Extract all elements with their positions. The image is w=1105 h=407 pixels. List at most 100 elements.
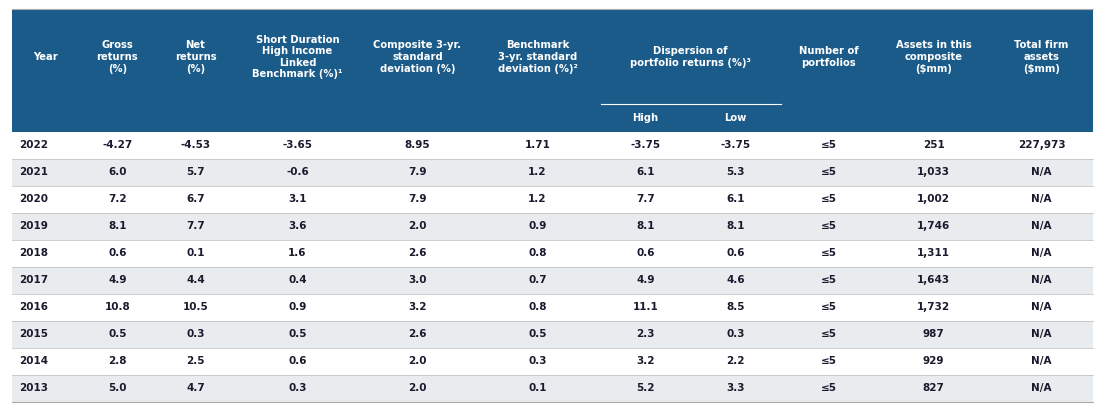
- Text: -3.65: -3.65: [283, 140, 313, 151]
- Text: -3.75: -3.75: [631, 140, 661, 151]
- Bar: [12, 374, 1093, 402]
- Text: ≤5: ≤5: [821, 329, 836, 339]
- Text: 2018: 2018: [19, 248, 48, 258]
- Text: ≤5: ≤5: [821, 221, 836, 231]
- Bar: [12, 186, 1093, 213]
- Text: 0.5: 0.5: [528, 329, 547, 339]
- Text: Total firm
assets
($mm): Total firm assets ($mm): [1014, 40, 1069, 74]
- Text: Composite 3-yr.
standard
deviation (%): Composite 3-yr. standard deviation (%): [373, 40, 462, 74]
- Text: 6.1: 6.1: [726, 195, 745, 204]
- Text: ≤5: ≤5: [821, 167, 836, 177]
- Bar: [12, 321, 1093, 348]
- Text: 2015: 2015: [19, 329, 48, 339]
- Text: 0.1: 0.1: [186, 248, 204, 258]
- Text: 227,973: 227,973: [1018, 140, 1065, 151]
- Text: ≤5: ≤5: [821, 275, 836, 285]
- Text: 10.8: 10.8: [105, 302, 130, 312]
- Bar: [12, 267, 1093, 294]
- Text: 2022: 2022: [19, 140, 48, 151]
- Text: 0.9: 0.9: [528, 221, 547, 231]
- Text: N/A: N/A: [1031, 221, 1052, 231]
- Text: ≤5: ≤5: [821, 302, 836, 312]
- Bar: [12, 213, 1093, 240]
- Text: 8.1: 8.1: [108, 221, 127, 231]
- Text: 1,311: 1,311: [917, 248, 950, 258]
- Text: -4.53: -4.53: [180, 140, 211, 151]
- Text: 6.1: 6.1: [636, 167, 655, 177]
- Text: 1.2: 1.2: [528, 167, 547, 177]
- Bar: [12, 9, 1093, 105]
- Text: 827: 827: [923, 383, 945, 393]
- Bar: [12, 294, 1093, 321]
- Text: 1,002: 1,002: [917, 195, 950, 204]
- Text: 5.3: 5.3: [726, 167, 745, 177]
- Text: -4.27: -4.27: [103, 140, 133, 151]
- Text: 0.3: 0.3: [528, 356, 547, 366]
- Text: 0.3: 0.3: [186, 329, 204, 339]
- Text: 0.6: 0.6: [726, 248, 745, 258]
- Text: N/A: N/A: [1031, 302, 1052, 312]
- Text: N/A: N/A: [1031, 383, 1052, 393]
- Text: 3.6: 3.6: [288, 221, 307, 231]
- Text: 2021: 2021: [19, 167, 48, 177]
- Text: 5.7: 5.7: [186, 167, 204, 177]
- Text: 11.1: 11.1: [633, 302, 659, 312]
- Text: 1,732: 1,732: [917, 302, 950, 312]
- Text: 0.7: 0.7: [528, 275, 547, 285]
- Text: ≤5: ≤5: [821, 195, 836, 204]
- Text: Benchmark
3-yr. standard
deviation (%)²: Benchmark 3-yr. standard deviation (%)²: [497, 40, 578, 74]
- Text: 4.4: 4.4: [186, 275, 204, 285]
- Text: 7.2: 7.2: [108, 195, 127, 204]
- Text: Low: Low: [725, 113, 747, 123]
- Text: 3.0: 3.0: [408, 275, 427, 285]
- Text: 7.9: 7.9: [408, 195, 427, 204]
- Text: 0.5: 0.5: [108, 329, 127, 339]
- Text: 2.0: 2.0: [408, 221, 427, 231]
- Text: N/A: N/A: [1031, 275, 1052, 285]
- Text: 8.5: 8.5: [726, 302, 745, 312]
- Text: 2.6: 2.6: [408, 248, 427, 258]
- Text: 3.2: 3.2: [408, 302, 427, 312]
- Text: 3.3: 3.3: [726, 383, 745, 393]
- Bar: [12, 159, 1093, 186]
- Text: 0.8: 0.8: [528, 248, 547, 258]
- Text: 1,033: 1,033: [917, 167, 950, 177]
- Text: ≤5: ≤5: [821, 383, 836, 393]
- Text: 6.0: 6.0: [108, 167, 127, 177]
- Text: 4.9: 4.9: [108, 275, 127, 285]
- Text: 2020: 2020: [19, 195, 48, 204]
- Text: Year: Year: [33, 52, 57, 62]
- Text: N/A: N/A: [1031, 248, 1052, 258]
- Text: 1.71: 1.71: [525, 140, 550, 151]
- Text: 0.8: 0.8: [528, 302, 547, 312]
- Text: 1.6: 1.6: [288, 248, 307, 258]
- Text: 0.3: 0.3: [288, 383, 307, 393]
- Text: 251: 251: [923, 140, 945, 151]
- Text: 7.9: 7.9: [408, 167, 427, 177]
- Text: 1,643: 1,643: [917, 275, 950, 285]
- Text: 7.7: 7.7: [636, 195, 655, 204]
- Text: 7.7: 7.7: [186, 221, 204, 231]
- Text: 8.95: 8.95: [404, 140, 430, 151]
- Text: -0.6: -0.6: [286, 167, 308, 177]
- Text: 0.3: 0.3: [726, 329, 745, 339]
- Text: 4.9: 4.9: [636, 275, 655, 285]
- Text: Number of
portfolios: Number of portfolios: [799, 46, 859, 68]
- Text: 4.6: 4.6: [726, 275, 745, 285]
- Bar: [12, 132, 1093, 159]
- Text: 1,746: 1,746: [917, 221, 950, 231]
- Text: Gross
returns
(%): Gross returns (%): [96, 40, 138, 74]
- Text: 3.1: 3.1: [288, 195, 307, 204]
- Text: N/A: N/A: [1031, 329, 1052, 339]
- Text: Net
returns
(%): Net returns (%): [175, 40, 217, 74]
- Text: 0.1: 0.1: [528, 383, 547, 393]
- Text: N/A: N/A: [1031, 356, 1052, 366]
- Text: 2.0: 2.0: [408, 356, 427, 366]
- Text: 10.5: 10.5: [182, 302, 209, 312]
- Text: 2013: 2013: [19, 383, 48, 393]
- Bar: [12, 348, 1093, 374]
- Text: 5.0: 5.0: [108, 383, 127, 393]
- Text: N/A: N/A: [1031, 167, 1052, 177]
- Text: 2017: 2017: [19, 275, 49, 285]
- Text: ≤5: ≤5: [821, 140, 836, 151]
